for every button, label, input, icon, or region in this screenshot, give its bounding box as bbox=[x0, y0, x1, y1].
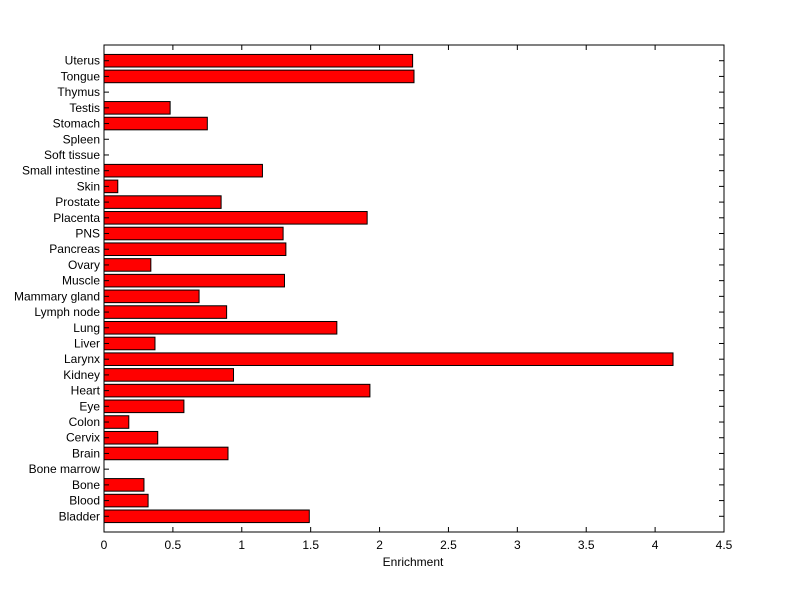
bar-bone bbox=[103, 478, 145, 492]
y-tick-label: Pancreas bbox=[49, 242, 100, 256]
bar-lymph-node bbox=[103, 305, 228, 319]
x-tick-label: 0 bbox=[101, 538, 108, 552]
y-tick-label: Eye bbox=[79, 399, 100, 413]
bar-pns bbox=[103, 226, 284, 241]
y-tick-label: Bone marrow bbox=[29, 462, 101, 476]
y-tick-label: Prostate bbox=[55, 195, 100, 209]
y-tick-label: Skin bbox=[77, 179, 100, 193]
bar-tongue bbox=[103, 69, 415, 84]
x-tick-label: 1 bbox=[238, 538, 245, 552]
y-tick-label: Lung bbox=[73, 321, 100, 335]
y-tick-label: Testis bbox=[69, 101, 100, 115]
y-tick-label: Bladder bbox=[59, 509, 100, 523]
bar-muscle bbox=[103, 273, 285, 288]
y-tick-label: Uterus bbox=[65, 54, 100, 68]
bar-prostate bbox=[103, 195, 222, 209]
x-axis-label: Enrichment bbox=[383, 555, 444, 569]
y-tick-label: PNS bbox=[75, 227, 100, 241]
bar-stomach bbox=[103, 116, 208, 131]
x-tick-label: 2.5 bbox=[440, 538, 457, 552]
bar-pancreas bbox=[103, 242, 287, 257]
bar-brain bbox=[103, 446, 229, 461]
bar-mammary-gland bbox=[103, 289, 200, 304]
y-tick-label: Thymus bbox=[57, 85, 100, 99]
bar-blood bbox=[103, 493, 149, 508]
x-tick-label: 0.5 bbox=[165, 538, 182, 552]
x-tick-label: 4 bbox=[652, 538, 659, 552]
y-tick-label: Mammary gland bbox=[14, 289, 100, 303]
bar-eye bbox=[103, 399, 185, 414]
bar-testis bbox=[103, 101, 171, 115]
y-tick-label: Placenta bbox=[53, 211, 100, 225]
bar-liver bbox=[103, 336, 156, 351]
bar-ovary bbox=[103, 258, 152, 272]
y-tick-label: Ovary bbox=[68, 258, 100, 272]
x-tick-label: 4.5 bbox=[716, 538, 733, 552]
y-tick-label: Lymph node bbox=[34, 305, 100, 319]
y-tick-label: Bone bbox=[72, 478, 100, 492]
bar-uterus bbox=[103, 53, 414, 68]
bar-lung bbox=[103, 320, 338, 335]
y-tick-label: Kidney bbox=[63, 368, 100, 382]
x-tick-label: 3 bbox=[514, 538, 521, 552]
bar-heart bbox=[103, 383, 371, 398]
y-tick-label: Cervix bbox=[66, 431, 100, 445]
y-tick-label: Liver bbox=[74, 336, 100, 350]
y-tick-label: Small intestine bbox=[22, 164, 100, 178]
x-tick-label: 2 bbox=[376, 538, 383, 552]
x-tick-label: 1.5 bbox=[302, 538, 319, 552]
bar-cervix bbox=[103, 430, 159, 445]
y-tick-label: Tongue bbox=[61, 69, 101, 83]
y-tick-label: Blood bbox=[69, 494, 100, 508]
bar-small-intestine bbox=[103, 163, 263, 178]
bar-placenta bbox=[103, 211, 368, 225]
y-tick-label: Soft tissue bbox=[44, 148, 100, 162]
y-tick-label: Brain bbox=[72, 446, 100, 460]
bar-larynx bbox=[103, 352, 674, 366]
x-tick-label: 3.5 bbox=[578, 538, 595, 552]
y-tick-label: Spleen bbox=[63, 132, 100, 146]
bar-kidney bbox=[103, 368, 235, 382]
y-tick-label: Larynx bbox=[64, 352, 100, 366]
plot-area-border bbox=[103, 44, 725, 533]
bar-bladder bbox=[103, 509, 310, 524]
bars-layer bbox=[103, 53, 674, 524]
y-tick-label: Colon bbox=[69, 415, 100, 429]
y-tick-label: Stomach bbox=[53, 117, 100, 131]
y-tick-label: Heart bbox=[71, 384, 101, 398]
y-tick-label: Muscle bbox=[62, 274, 100, 288]
